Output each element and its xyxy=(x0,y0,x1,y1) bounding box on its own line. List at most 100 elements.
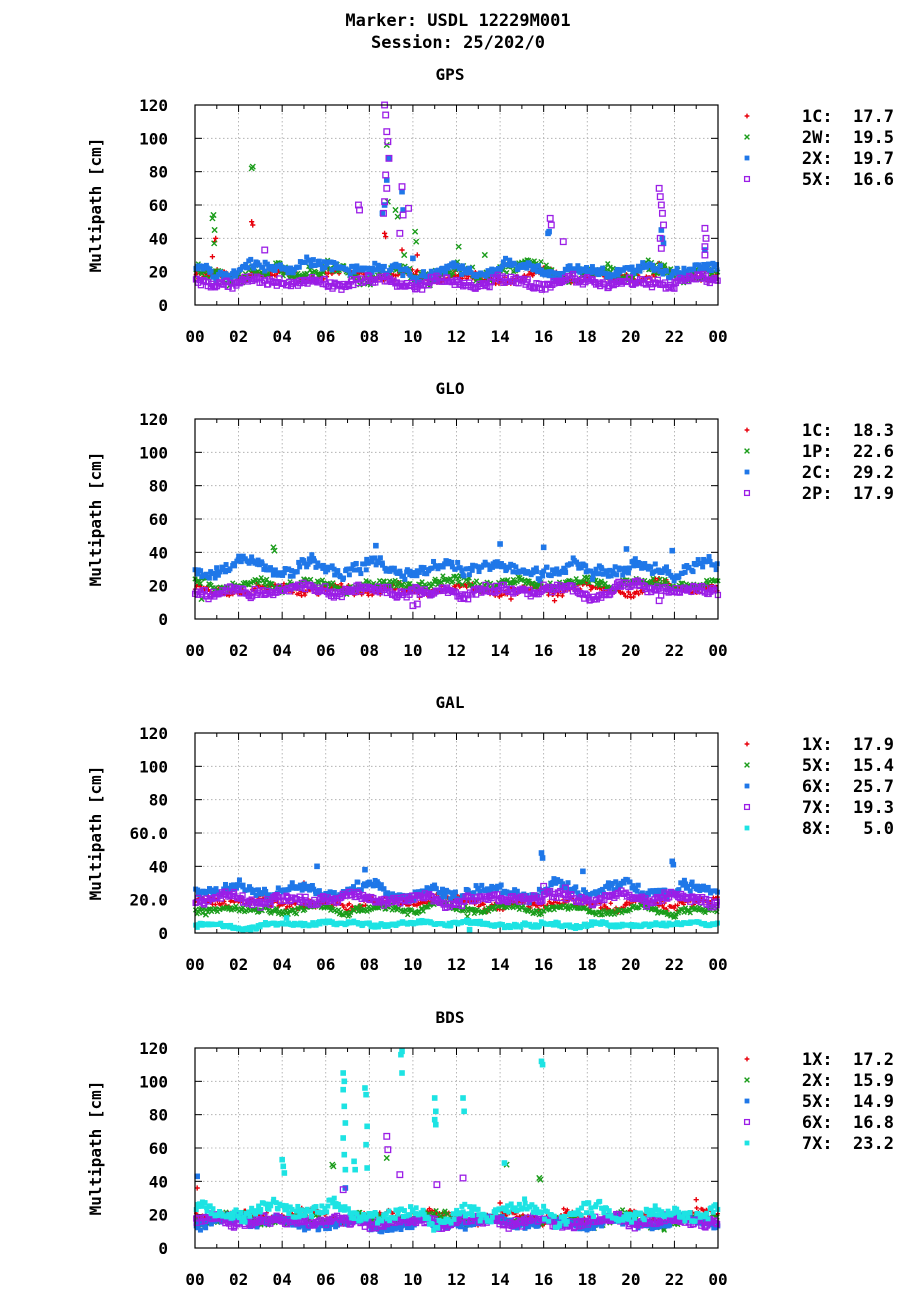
x-tick-label: 02 xyxy=(229,955,248,974)
x-tick-label: 04 xyxy=(273,641,292,660)
x-tick-label: 22 xyxy=(665,955,684,974)
data-point xyxy=(223,562,229,568)
data-point xyxy=(201,264,207,270)
data-point xyxy=(240,882,246,888)
data-point xyxy=(304,254,310,260)
data-point xyxy=(701,251,709,259)
data-point xyxy=(647,261,653,267)
data-point xyxy=(313,269,319,275)
data-point xyxy=(327,279,334,286)
y-tick-label: 0 xyxy=(158,924,168,943)
data-point xyxy=(551,275,557,281)
legend-marker xyxy=(744,134,750,140)
data-point xyxy=(210,211,217,219)
x-tick-label: 08 xyxy=(360,641,379,660)
legend-marker xyxy=(744,469,750,475)
legend-name: 2P xyxy=(802,484,822,504)
data-point xyxy=(351,567,357,573)
y-tick-label: 20 xyxy=(149,263,168,282)
data-point xyxy=(626,565,632,571)
x-tick-label: 08 xyxy=(360,327,379,346)
data-point xyxy=(206,575,212,581)
data-point xyxy=(605,260,611,267)
x-tick-label: 00 xyxy=(708,641,727,660)
x-tick-label: 16 xyxy=(534,327,553,346)
data-point xyxy=(449,559,455,565)
legend-marker xyxy=(743,489,751,497)
data-point xyxy=(602,270,608,276)
data-point xyxy=(460,263,466,269)
marker-title: Marker: USDL 12229M001 xyxy=(345,11,570,31)
data-point xyxy=(319,266,325,272)
data-point xyxy=(236,877,242,883)
data-point xyxy=(485,268,491,274)
data-point xyxy=(243,261,249,267)
y-tick-label: 60 xyxy=(149,510,168,529)
x-tick-label: 18 xyxy=(578,955,597,974)
data-point xyxy=(211,226,218,234)
data-point xyxy=(248,256,254,262)
data-point xyxy=(626,274,634,281)
data-point xyxy=(249,163,256,170)
x-tick-label: 18 xyxy=(578,327,597,346)
data-point xyxy=(264,261,270,267)
x-tick-label: 02 xyxy=(229,641,248,660)
legend-marker xyxy=(744,155,750,161)
data-points xyxy=(192,850,721,933)
legend-entry-1c: 1C: 17.7 xyxy=(744,107,894,127)
data-point xyxy=(544,564,550,570)
y-tick-label: 60 xyxy=(149,196,168,215)
data-point xyxy=(529,263,535,269)
data-point xyxy=(353,560,359,566)
data-point xyxy=(631,270,637,276)
data-point xyxy=(607,264,613,270)
legend-separator: : xyxy=(822,107,842,127)
data-point xyxy=(510,569,516,575)
data-point xyxy=(277,262,283,268)
data-point xyxy=(381,230,388,236)
data-point xyxy=(469,567,475,573)
data-point xyxy=(260,264,266,270)
y-tick-label: 100 xyxy=(139,443,168,462)
y-tick-label: 60.0 xyxy=(129,824,168,843)
data-point xyxy=(429,270,435,276)
data-point xyxy=(595,571,601,577)
data-point xyxy=(573,884,579,890)
legend-label: 5X: 16.6 xyxy=(802,170,894,190)
data-point xyxy=(399,247,405,253)
data-point xyxy=(261,246,269,254)
data-point xyxy=(635,263,641,269)
data-point xyxy=(380,268,386,274)
legend-entry-2x: 2X: 19.7 xyxy=(744,149,894,169)
data-point xyxy=(602,580,608,587)
data-point xyxy=(249,219,255,225)
data-point xyxy=(534,268,540,274)
session-title: Session: 25/202/0 xyxy=(371,33,545,53)
data-point xyxy=(575,263,581,269)
data-point xyxy=(358,571,364,577)
data-point xyxy=(714,262,720,268)
x-tick-label: 14 xyxy=(490,955,509,974)
data-point xyxy=(597,270,603,276)
data-point xyxy=(613,879,619,885)
x-tick-label: 18 xyxy=(578,641,597,660)
data-point xyxy=(701,224,709,232)
legend-value: 19.5 xyxy=(843,128,894,148)
y-tick-label: 0 xyxy=(158,296,168,315)
legend-separator: : xyxy=(822,128,842,148)
data-point xyxy=(363,567,369,573)
data-point xyxy=(250,222,256,228)
data-point xyxy=(219,271,225,277)
data-point xyxy=(321,259,327,265)
data-point xyxy=(540,573,546,579)
data-point xyxy=(442,270,448,276)
data-point xyxy=(577,269,583,275)
data-point xyxy=(700,266,706,272)
y-tick-label: 40 xyxy=(149,543,168,562)
y-axis-label: Multipath [cm] xyxy=(86,452,105,587)
data-point xyxy=(272,267,278,273)
data-point xyxy=(637,268,643,274)
data-point xyxy=(420,273,426,279)
data-point xyxy=(682,268,688,274)
data-point xyxy=(714,267,720,273)
